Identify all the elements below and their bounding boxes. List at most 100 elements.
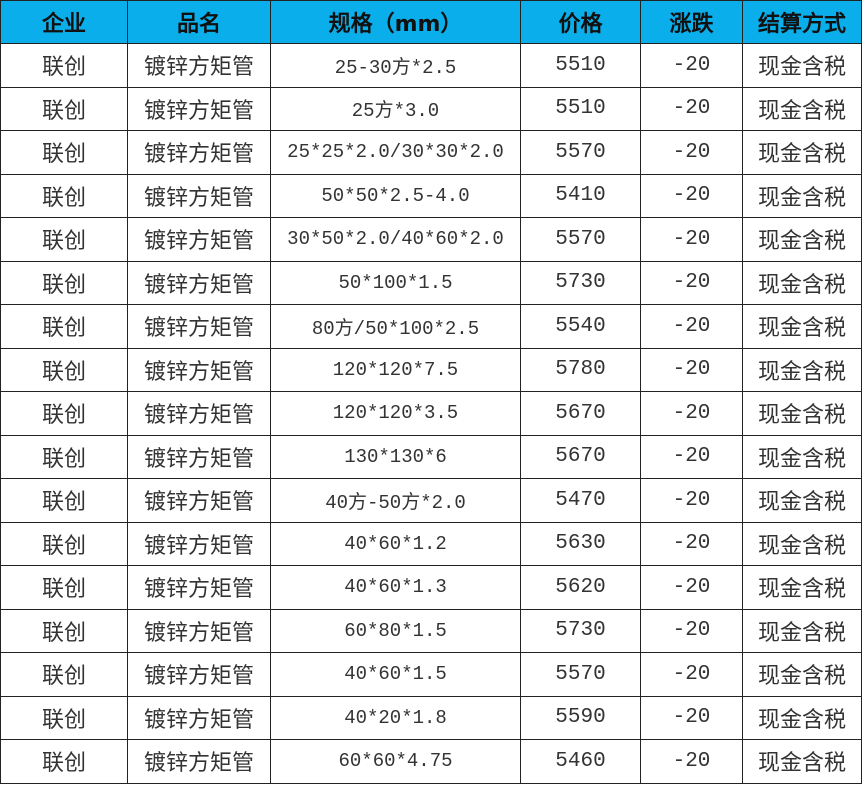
cell-spec: 50*50*2.5-4.0 [270,173,521,218]
cell-company: 联创 [0,43,128,88]
cell-settlement: 现金含税 [742,478,862,523]
cell-settlement: 现金含税 [742,695,862,740]
header-row: 企业 品名 规格（mm） 价格 涨跌 结算方式 [0,0,862,44]
table-row: 联创 镀锌方矩管 25方*3.0 5510 -20 现金含税 [0,86,862,131]
table-row: 联创 镀锌方矩管 40*60*1.2 5630 -20 现金含税 [0,521,862,566]
cell-spec: 40*60*1.3 [270,565,521,610]
cell-company: 联创 [0,130,128,175]
table-row: 联创 镀锌方矩管 40方-50方*2.0 5470 -20 现金含税 [0,478,862,523]
cell-settlement: 现金含税 [742,565,862,610]
cell-settlement: 现金含税 [742,86,862,131]
cell-product: 镀锌方矩管 [127,43,271,88]
cell-price: 5570 [520,130,641,175]
table-row: 联创 镀锌方矩管 80方/50*100*2.5 5540 -20 现金含税 [0,304,862,349]
cell-company: 联创 [0,217,128,262]
cell-spec: 25方*3.0 [270,86,521,131]
cell-product: 镀锌方矩管 [127,304,271,349]
cell-settlement: 现金含税 [742,739,862,784]
cell-product: 镀锌方矩管 [127,347,271,392]
cell-change: -20 [640,652,743,697]
cell-spec: 60*60*4.75 [270,739,521,784]
header-change: 涨跌 [640,0,743,44]
cell-spec: 40*20*1.8 [270,695,521,740]
cell-spec: 80方/50*100*2.5 [270,304,521,349]
cell-change: -20 [640,434,743,479]
cell-company: 联创 [0,434,128,479]
cell-change: -20 [640,43,743,88]
cell-change: -20 [640,521,743,566]
cell-company: 联创 [0,739,128,784]
table-row: 联创 镀锌方矩管 25*25*2.0/30*30*2.0 5570 -20 现金含税 [0,130,862,175]
cell-settlement: 现金含税 [742,304,862,349]
cell-price: 5670 [520,391,641,436]
cell-change: -20 [640,173,743,218]
cell-change: -20 [640,695,743,740]
cell-spec: 130*130*6 [270,434,521,479]
cell-price: 5730 [520,260,641,305]
cell-company: 联创 [0,86,128,131]
cell-company: 联创 [0,608,128,653]
cell-price: 5590 [520,695,641,740]
table-row: 联创 镀锌方矩管 50*50*2.5-4.0 5410 -20 现金含税 [0,173,862,218]
cell-product: 镀锌方矩管 [127,217,271,262]
cell-change: -20 [640,608,743,653]
cell-price: 5570 [520,652,641,697]
cell-settlement: 现金含税 [742,130,862,175]
cell-product: 镀锌方矩管 [127,521,271,566]
cell-price: 5730 [520,608,641,653]
cell-change: -20 [640,86,743,131]
cell-company: 联创 [0,478,128,523]
cell-spec: 25*25*2.0/30*30*2.0 [270,130,521,175]
header-product: 品名 [127,0,271,44]
header-settlement: 结算方式 [742,0,862,44]
cell-spec: 40*60*1.2 [270,521,521,566]
table-row: 联创 镀锌方矩管 50*100*1.5 5730 -20 现金含税 [0,260,862,305]
cell-change: -20 [640,304,743,349]
table-row: 联创 镀锌方矩管 130*130*6 5670 -20 现金含税 [0,434,862,479]
cell-spec: 120*120*3.5 [270,391,521,436]
cell-spec: 25-30方*2.5 [270,43,521,88]
cell-price: 5620 [520,565,641,610]
cell-price: 5570 [520,217,641,262]
cell-price: 5780 [520,347,641,392]
cell-product: 镀锌方矩管 [127,86,271,131]
cell-change: -20 [640,391,743,436]
table-row: 联创 镀锌方矩管 120*120*7.5 5780 -20 现金含税 [0,347,862,392]
cell-product: 镀锌方矩管 [127,478,271,523]
cell-spec: 120*120*7.5 [270,347,521,392]
cell-spec: 40*60*1.5 [270,652,521,697]
cell-settlement: 现金含税 [742,260,862,305]
cell-spec: 50*100*1.5 [270,260,521,305]
cell-change: -20 [640,565,743,610]
table-row: 联创 镀锌方矩管 40*60*1.3 5620 -20 现金含税 [0,565,862,610]
cell-settlement: 现金含税 [742,434,862,479]
cell-change: -20 [640,739,743,784]
cell-company: 联创 [0,565,128,610]
header-spec: 规格（mm） [270,0,521,44]
cell-product: 镀锌方矩管 [127,565,271,610]
cell-price: 5540 [520,304,641,349]
cell-price: 5470 [520,478,641,523]
table-row: 联创 镀锌方矩管 40*60*1.5 5570 -20 现金含税 [0,652,862,697]
cell-settlement: 现金含税 [742,608,862,653]
cell-company: 联创 [0,304,128,349]
cell-company: 联创 [0,347,128,392]
cell-settlement: 现金含税 [742,521,862,566]
table-row: 联创 镀锌方矩管 25-30方*2.5 5510 -20 现金含税 [0,43,862,88]
cell-spec: 60*80*1.5 [270,608,521,653]
cell-company: 联创 [0,260,128,305]
cell-change: -20 [640,130,743,175]
header-company: 企业 [0,0,128,44]
cell-product: 镀锌方矩管 [127,391,271,436]
table-row: 联创 镀锌方矩管 120*120*3.5 5670 -20 现金含税 [0,391,862,436]
cell-product: 镀锌方矩管 [127,434,271,479]
cell-price: 5670 [520,434,641,479]
cell-company: 联创 [0,521,128,566]
cell-settlement: 现金含税 [742,391,862,436]
cell-spec: 30*50*2.0/40*60*2.0 [270,217,521,262]
table-row: 联创 镀锌方矩管 30*50*2.0/40*60*2.0 5570 -20 现金含税 [0,217,862,262]
cell-change: -20 [640,217,743,262]
cell-settlement: 现金含税 [742,43,862,88]
cell-product: 镀锌方矩管 [127,608,271,653]
